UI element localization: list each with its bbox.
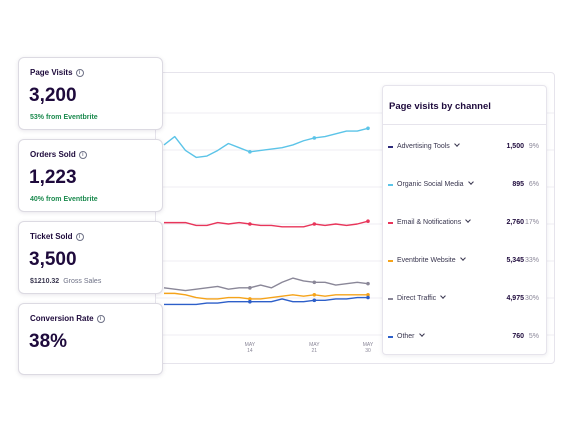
chevron-down-icon[interactable] bbox=[465, 217, 472, 223]
legend-item-name: Advertising Tools bbox=[397, 141, 460, 150]
legend-item-value: 760 bbox=[512, 333, 524, 340]
data-point[interactable] bbox=[366, 281, 370, 286]
card-title: Ticket Sold i bbox=[30, 232, 84, 241]
legend-item-percent: 5% bbox=[528, 333, 539, 340]
data-point[interactable] bbox=[366, 219, 370, 224]
x-tick-label: MAY 14 bbox=[244, 342, 256, 354]
legend-item-value: 1,500 bbox=[506, 143, 524, 150]
legend-item-percent: 33% bbox=[524, 257, 539, 264]
data-point[interactable] bbox=[248, 286, 252, 290]
card-value: 1,223 bbox=[29, 167, 77, 188]
x-tick-label: MAY 30 bbox=[362, 342, 374, 354]
data-point[interactable] bbox=[248, 299, 252, 304]
conversion-rate-card: Conversion Rate i 38% bbox=[18, 303, 163, 375]
legend-item-value: 4,975 bbox=[506, 295, 524, 302]
data-point[interactable] bbox=[366, 126, 370, 131]
legend-item-value: 5,345 bbox=[506, 257, 524, 264]
data-point[interactable] bbox=[312, 292, 317, 297]
series-swatch bbox=[388, 222, 393, 224]
legend-item[interactable]: Other 760 5% bbox=[383, 331, 546, 343]
card-subtext: 40% from Eventbrite bbox=[30, 196, 98, 203]
legend-item[interactable]: Eventbrite Website 5,345 33% bbox=[383, 255, 546, 267]
chevron-down-icon[interactable] bbox=[459, 255, 466, 261]
legend-item-name: Direct Traffic bbox=[397, 293, 446, 302]
info-icon[interactable]: i bbox=[75, 232, 84, 241]
legend-item-name: Organic Social Media bbox=[397, 179, 474, 188]
card-title: Page Visits i bbox=[30, 68, 84, 77]
series-line bbox=[163, 277, 369, 292]
data-point[interactable] bbox=[248, 150, 252, 154]
channel-legend: Page visits by channel Advertising Tools… bbox=[382, 85, 547, 355]
card-value: 38% bbox=[29, 331, 68, 352]
series-line bbox=[163, 127, 369, 159]
series-line bbox=[164, 292, 368, 300]
legend-item[interactable]: Organic Social Media 895 6% bbox=[383, 179, 546, 191]
legend-item-percent: 17% bbox=[524, 219, 539, 226]
legend-title: Page visits by channel bbox=[389, 101, 491, 112]
info-icon[interactable]: i bbox=[96, 314, 105, 323]
series-line bbox=[164, 296, 368, 306]
chevron-down-icon[interactable] bbox=[453, 141, 460, 147]
data-point[interactable] bbox=[248, 297, 252, 301]
card-title: Orders Sold i bbox=[30, 150, 87, 159]
chevron-down-icon[interactable] bbox=[440, 293, 446, 299]
info-icon[interactable]: i bbox=[78, 150, 87, 159]
legend-item-name: Eventbrite Website bbox=[397, 255, 466, 264]
ticket-sold-card: Ticket Sold i 3,500 $1210.32 Gross Sales bbox=[18, 221, 163, 294]
series-swatch bbox=[388, 260, 393, 262]
gross-sales-label: Gross Sales bbox=[63, 278, 102, 285]
legend-item[interactable]: Email & Notifications 2,760 17% bbox=[383, 217, 546, 229]
data-point[interactable] bbox=[366, 292, 370, 297]
legend-item-value: 895 bbox=[512, 181, 524, 188]
card-subtext: $1210.32 Gross Sales bbox=[30, 278, 101, 285]
orders-sold-card: Orders Sold i 1,223 40% from Eventbrite bbox=[18, 139, 163, 212]
legend-item-percent: 6% bbox=[528, 181, 539, 188]
legend-item-name: Other bbox=[397, 331, 425, 340]
x-tick-label: MAY 21 bbox=[309, 342, 320, 354]
info-icon[interactable]: i bbox=[75, 68, 84, 77]
legend-item[interactable]: Direct Traffic 4,975 30% bbox=[383, 293, 546, 305]
data-point[interactable] bbox=[248, 222, 252, 226]
data-point[interactable] bbox=[312, 222, 317, 226]
legend-item[interactable]: Advertising Tools 1,500 9% bbox=[383, 141, 546, 153]
series-swatch bbox=[388, 298, 393, 300]
series-swatch bbox=[388, 146, 393, 148]
data-point[interactable] bbox=[312, 298, 317, 303]
legend-item-percent: 30% bbox=[524, 295, 539, 302]
series-swatch bbox=[388, 336, 393, 338]
divider bbox=[383, 124, 546, 125]
data-point[interactable] bbox=[312, 280, 317, 285]
series-line bbox=[164, 220, 369, 228]
chevron-down-icon[interactable] bbox=[467, 179, 474, 185]
data-point[interactable] bbox=[366, 295, 370, 300]
card-subtext: 53% from Eventbrite bbox=[30, 114, 98, 121]
legend-item-percent: 9% bbox=[528, 143, 539, 150]
chevron-down-icon[interactable] bbox=[418, 331, 425, 337]
series-swatch bbox=[388, 184, 393, 186]
card-value: 3,500 bbox=[29, 249, 77, 270]
page-visits-card: Page Visits i 3,200 53% from Eventbrite bbox=[18, 57, 163, 130]
legend-item-value: 2,760 bbox=[506, 219, 524, 226]
card-title: Conversion Rate i bbox=[30, 314, 105, 323]
data-point[interactable] bbox=[312, 136, 317, 140]
legend-item-name: Email & Notifications bbox=[397, 217, 472, 226]
card-value: 3,200 bbox=[29, 85, 77, 106]
gross-sales-amount: $1210.32 bbox=[30, 278, 60, 285]
